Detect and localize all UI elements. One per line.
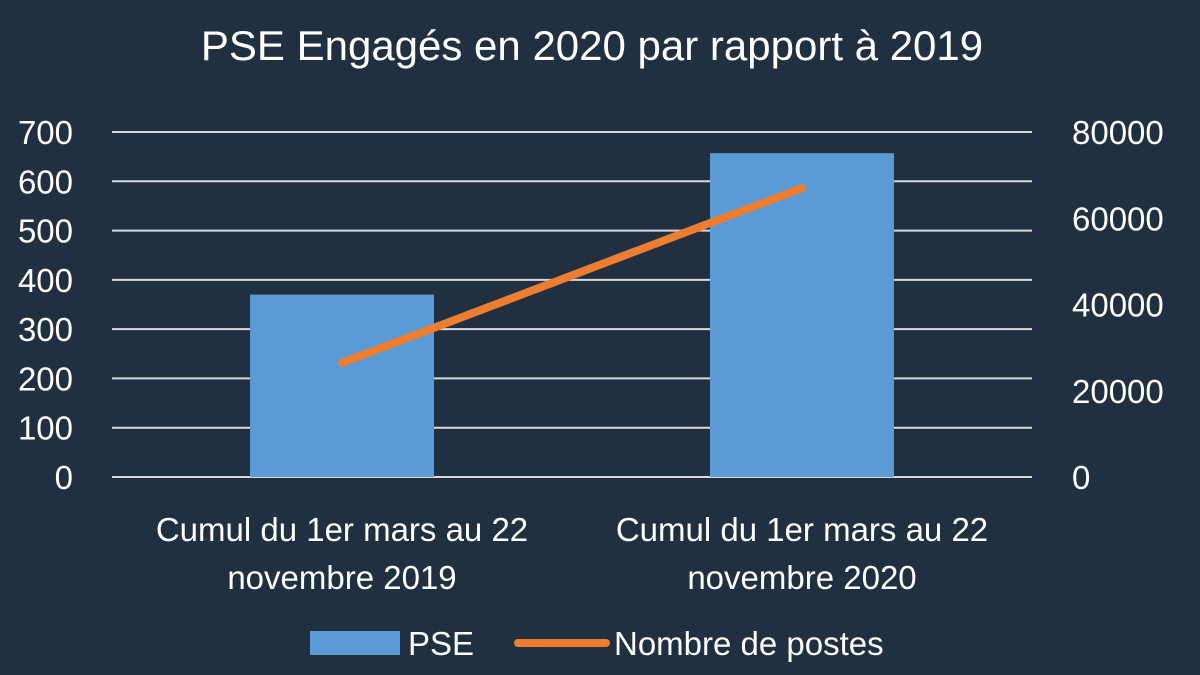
y-left-tick-label: 200 [18, 360, 73, 397]
legend-label-nombre-de-postes: Nombre de postes [614, 625, 884, 662]
y-axis-left-ticks: 0 100 200 300 400 500 600 700 [18, 114, 73, 496]
legend: PSE Nombre de postes [310, 625, 884, 662]
y-left-tick-label: 0 [55, 459, 73, 496]
x-axis-category-labels: Cumul du 1er mars au 22 novembre 2019 Cumu… [156, 511, 988, 596]
x-category-label-line: Cumul du 1er mars au 22 [156, 511, 528, 548]
y-left-tick-label: 500 [18, 213, 73, 250]
chart-title: PSE Engagés en 2020 par rapport à 2019 [201, 22, 983, 69]
x-category-label-line: Cumul du 1er mars au 22 [616, 511, 988, 548]
y-left-tick-label: 600 [18, 163, 73, 200]
bar-pse [250, 294, 434, 477]
legend-label-pse: PSE [408, 625, 474, 662]
x-category-label-line: novembre 2020 [687, 559, 916, 596]
y-left-tick-label: 100 [18, 410, 73, 447]
y-left-tick-label: 400 [18, 262, 73, 299]
line-nombre-de-postes [338, 184, 806, 367]
y-right-tick-label: 80000 [1072, 114, 1164, 151]
x-category-label-line: novembre 2019 [227, 559, 456, 596]
y-left-tick-label: 300 [18, 311, 73, 348]
y-right-tick-label: 0 [1072, 459, 1090, 496]
bar-pse [710, 153, 894, 477]
y-right-tick-label: 60000 [1072, 200, 1164, 237]
y-right-tick-label: 40000 [1072, 287, 1164, 324]
y-right-tick-label: 20000 [1072, 373, 1164, 410]
y-left-tick-label: 700 [18, 114, 73, 151]
y-axis-right-ticks: 0 20000 40000 60000 80000 [1072, 114, 1164, 496]
legend-swatch-pse [310, 631, 400, 655]
line-series-nombre-de-postes [338, 184, 806, 367]
